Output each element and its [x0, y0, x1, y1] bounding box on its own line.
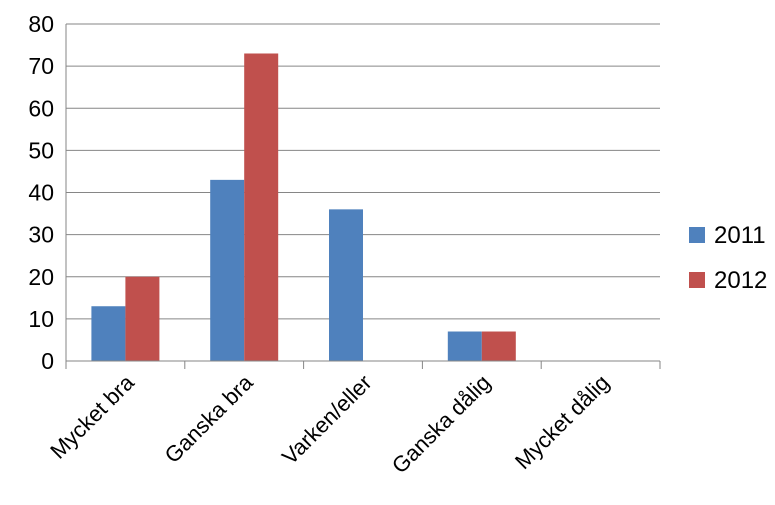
x-tick-label-mycket-dalig: Mycket dålig	[510, 370, 614, 474]
y-tick-label-50: 50	[28, 137, 54, 163]
legend-label-2012: 2012	[714, 267, 767, 294]
y-tick-label-60: 60	[28, 95, 54, 121]
x-tick-labels: Mycket bra Ganska bra Varken/eller Ganska d…	[45, 369, 614, 478]
bars	[91, 53, 516, 362]
bar-2012-ganska-dalig	[481, 331, 516, 361]
y-tick-labels: 0 10 20 30 40 50 60 70 80	[28, 11, 54, 374]
y-tick-label-40: 40	[28, 180, 54, 206]
bar-2012-mycket-bra	[125, 276, 160, 361]
axes	[65, 24, 661, 369]
bar-2012-ganska-bra	[244, 53, 279, 362]
y-tick-label-10: 10	[28, 306, 54, 332]
bar-2011-ganska-dalig	[447, 331, 482, 361]
legend-label-2011: 2011	[714, 222, 766, 249]
x-tick-label-varken-eller: Varken/eller	[277, 370, 377, 470]
x-tick-label-ganska-bra: Ganska bra	[160, 369, 259, 468]
legend: 2011 2012	[689, 222, 767, 294]
bar-2011-mycket-bra	[91, 306, 126, 361]
y-tick-label-30: 30	[28, 222, 54, 248]
x-tick-label-ganska-dalig: Ganska dålig	[387, 370, 495, 478]
legend-swatch-2011	[689, 227, 705, 243]
legend-swatch-2012	[689, 272, 705, 288]
x-tick-label-mycket-bra: Mycket bra	[45, 369, 139, 463]
y-tick-label-70: 70	[28, 53, 54, 79]
y-tick-label-80: 80	[28, 11, 54, 37]
bar-2011-varken-eller	[329, 209, 363, 361]
y-tick-label-0: 0	[41, 348, 54, 374]
y-tick-label-20: 20	[28, 264, 54, 290]
bar-2011-ganska-bra	[210, 179, 245, 361]
